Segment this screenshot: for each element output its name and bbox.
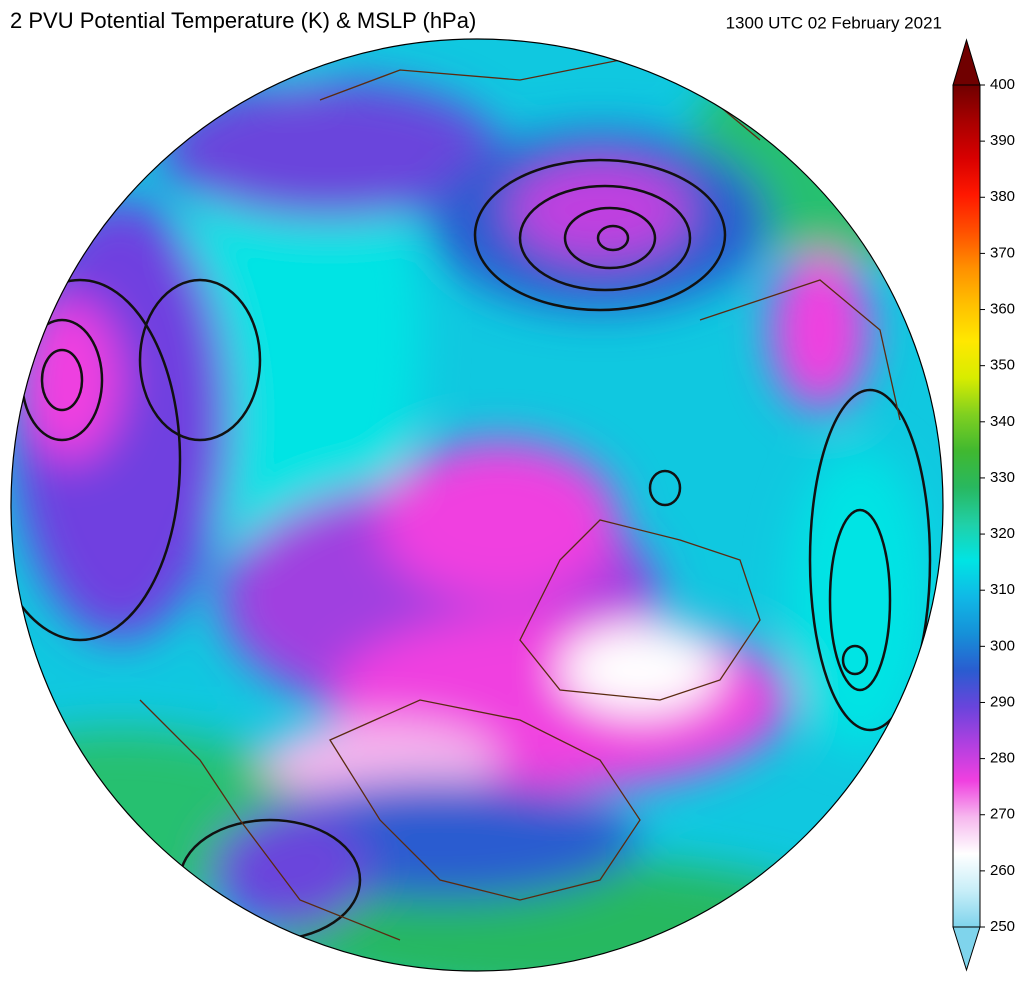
timestamp: 1300 UTC 02 February 2021 <box>726 13 942 32</box>
colorbar-tick-label: 370 <box>990 244 1015 261</box>
colorbar-tick-label: 310 <box>990 581 1015 598</box>
colorbar: 250 260 270 280 290 300 310 320 330 340 350 360 370 3… <box>952 38 1015 972</box>
colorbar-tick-label: 250 <box>990 918 1015 935</box>
globe-border <box>10 38 944 972</box>
colorbar-tick-label: 360 <box>990 301 1015 318</box>
title: 2 PVU Potential Temperature (K) & MSLP (… <box>10 8 476 33</box>
colorbar-tick-label: 290 <box>990 693 1015 710</box>
colorbar-tick-label: 340 <box>990 413 1015 430</box>
colorbar-tick-label: 270 <box>990 806 1015 823</box>
colorbar-tick-label: 380 <box>990 188 1015 205</box>
colorbar-tick-label: 390 <box>990 132 1015 149</box>
colorbar-tick-label: 330 <box>990 469 1015 486</box>
mslp-contours <box>11 158 932 942</box>
colorbar-tick-label: 350 <box>990 357 1015 374</box>
colorbar-fill <box>952 84 981 928</box>
colorbar-tick-label: 260 <box>990 862 1015 879</box>
colorbar-tick-label: 300 <box>990 637 1015 654</box>
colorbar-extend-max <box>952 38 981 86</box>
colorbar-tick-label: 320 <box>990 525 1015 542</box>
colorbar-tick-label: 400 <box>990 76 1015 93</box>
colorbar-tick-label: 280 <box>990 750 1015 767</box>
colorbar-extend-min <box>952 926 981 972</box>
coastlines <box>139 59 901 941</box>
